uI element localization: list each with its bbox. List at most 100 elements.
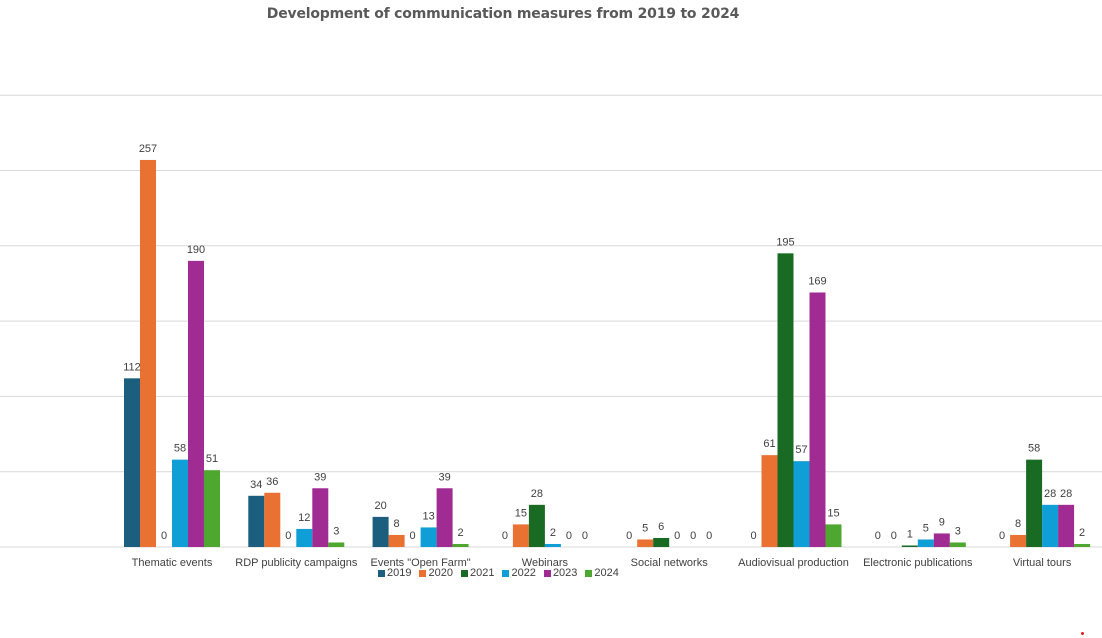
data-label: 0 — [502, 530, 508, 542]
data-label: 51 — [206, 453, 218, 465]
legend: 2019 2020 2021 2022 2023 2024 — [378, 567, 619, 579]
data-label: 15 — [515, 507, 527, 519]
category-label: Audiovisual production — [738, 557, 849, 569]
bar-2022 — [793, 461, 810, 547]
bars — [124, 159, 1091, 547]
legend-swatch — [460, 569, 468, 577]
category-label: Electronic publications — [863, 557, 973, 569]
bar-2020 — [264, 492, 281, 547]
data-label: 257 — [139, 143, 157, 155]
red-dot-marker — [1081, 632, 1084, 635]
data-label: 0 — [161, 530, 167, 542]
chart-title: Development of communication measures fr… — [266, 6, 740, 22]
bar-2024 — [949, 542, 966, 547]
data-label: 0 — [706, 530, 712, 542]
category-label: RDP publicity campaigns — [235, 557, 358, 569]
bar-2021 — [1026, 459, 1043, 547]
data-label: 12 — [298, 512, 310, 524]
legend-item-2024: 2024 — [585, 567, 619, 579]
data-label: 20 — [374, 500, 386, 512]
data-label: 2 — [458, 527, 464, 539]
data-label: 28 — [1044, 488, 1056, 500]
data-label: 28 — [531, 488, 543, 500]
category-label: Virtual tours — [1013, 557, 1072, 569]
legend-swatch — [378, 569, 385, 577]
data-label: 0 — [410, 530, 416, 542]
legend-swatch — [419, 569, 427, 577]
category-label: Webinars — [522, 557, 569, 569]
data-label: 0 — [690, 530, 696, 542]
legend-label: 2022 — [511, 567, 536, 579]
bar-2020 — [637, 539, 654, 547]
data-label: 0 — [875, 530, 881, 542]
data-label: 58 — [174, 443, 186, 455]
data-label: 6 — [658, 521, 664, 533]
data-label: 0 — [999, 530, 1005, 542]
data-label: 5 — [642, 522, 648, 534]
bar-2019 — [124, 378, 140, 547]
bar-2021 — [901, 545, 918, 547]
data-label: 2 — [550, 527, 556, 539]
data-label: 8 — [394, 518, 400, 530]
category-label: Events "Open Farm" — [371, 557, 471, 569]
data-label: 0 — [566, 530, 572, 542]
bar-2024 — [825, 524, 842, 547]
legend-label: 2023 — [552, 567, 578, 579]
data-label: 13 — [422, 510, 434, 522]
bar-2021 — [528, 504, 545, 547]
data-label: 9 — [939, 516, 945, 528]
bar-2020 — [388, 534, 405, 547]
data-label: 112 — [123, 361, 141, 373]
legend-label: 2019 — [387, 567, 412, 579]
data-label: 195 — [776, 236, 794, 248]
data-label: 58 — [1028, 443, 1040, 455]
data-label: 0 — [285, 530, 291, 542]
bar-2022 — [917, 539, 934, 547]
legend-label: 2024 — [594, 567, 619, 579]
data-label: 15 — [827, 507, 839, 519]
bar-2019 — [248, 495, 265, 547]
legend-item-2021: 2021 — [460, 567, 495, 579]
legend-swatch — [543, 569, 551, 577]
bar-2024 — [452, 543, 469, 547]
bar-2022 — [172, 459, 188, 547]
legend-swatch — [585, 569, 593, 577]
data-label: 34 — [250, 479, 262, 491]
data-label: 3 — [955, 525, 961, 537]
bar-2024 — [204, 470, 220, 547]
data-label: 39 — [314, 471, 326, 483]
data-label: 39 — [438, 471, 450, 483]
data-label: 61 — [763, 438, 775, 450]
data-label: 1 — [907, 528, 913, 540]
bar-2021 — [777, 253, 794, 547]
bar-2023 — [809, 292, 826, 547]
legend-label: 2020 — [428, 567, 453, 579]
data-label: 0 — [674, 530, 680, 542]
bar-2023 — [933, 533, 950, 547]
legend-label: 2021 — [469, 567, 495, 579]
data-label: 0 — [750, 530, 756, 542]
legend-swatch — [502, 569, 510, 577]
data-label: 0 — [626, 530, 632, 542]
bar-2020 — [761, 455, 778, 547]
data-label: 2 — [1079, 527, 1085, 539]
data-label: 0 — [582, 530, 588, 542]
legend-item-2020: 2020 — [419, 567, 453, 579]
bar-2020 — [512, 524, 529, 547]
data-label: 8 — [1015, 518, 1021, 530]
category-label: Social networks — [631, 557, 709, 569]
bar-2020 — [140, 159, 156, 547]
bar-2023 — [188, 260, 204, 547]
gridlines — [0, 94, 1102, 548]
bar-2022 — [1042, 504, 1059, 547]
data-label: 190 — [187, 244, 205, 256]
data-label: 3 — [333, 525, 339, 537]
bar-2020 — [1010, 534, 1027, 547]
bar-2022 — [544, 543, 561, 547]
data-label: 0 — [891, 530, 897, 542]
data-label: 28 — [1060, 488, 1072, 500]
category-labels: Thematic events RDP publicity campaigns Ev… — [132, 557, 1072, 569]
bar-2023 — [1058, 504, 1075, 547]
data-label: 36 — [266, 476, 278, 488]
